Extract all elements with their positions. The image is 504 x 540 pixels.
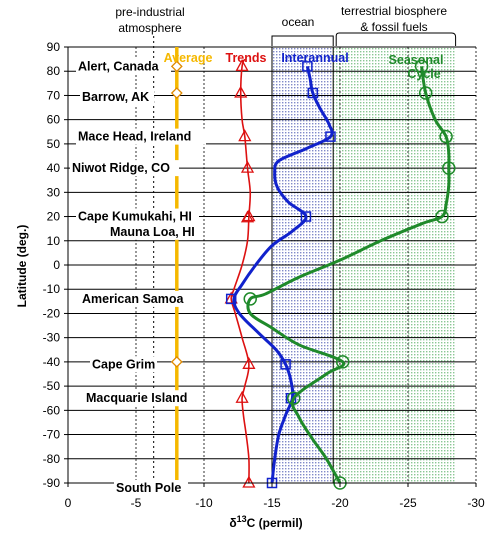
x-tick-label: 0 (65, 496, 72, 510)
trends-point (238, 129, 252, 142)
interannual-point (325, 131, 336, 142)
legend-interannual: Interannual (281, 51, 348, 65)
site-labels: Alert, Canada Barrow, AK Mace Head, Irelan… (70, 58, 206, 496)
legend-average: Average (164, 51, 213, 65)
trends-point (235, 390, 249, 403)
y-tick-label: 60 (47, 113, 61, 127)
site-label: Mauna Loa, HI (110, 225, 195, 239)
x-tick-label: -30 (467, 496, 485, 510)
site-label-bg (108, 223, 203, 240)
preindustrial-header-line2: atmosphere (118, 21, 182, 35)
x-tick-label: -15 (263, 496, 281, 510)
y-tick-label: 70 (47, 88, 61, 102)
header-brackets (271, 32, 457, 46)
seasonal-cycle-point (243, 292, 257, 306)
average-point (170, 87, 183, 99)
average-point (170, 60, 183, 73)
y-tick-label: 40 (47, 161, 61, 175)
y-tick-label: -30 (43, 331, 61, 345)
y-tick-label: 30 (47, 185, 61, 199)
site-label: South Pole (116, 481, 181, 495)
seasonal-cycle-point (435, 209, 449, 224)
site-label: Barrow, AK (82, 90, 149, 104)
terrestrial-header-line1: terrestrial biosphere (341, 4, 447, 18)
y-tick-label: -10 (43, 282, 61, 296)
preindustrial-header-line1: pre-industrial (115, 5, 184, 19)
y-tick-label: -70 (43, 428, 61, 442)
terrestrial-header-line2: & fossil fuels (360, 20, 427, 34)
legend-seasonal-line1: Seasonal (389, 53, 444, 67)
legend-trends: Trends (226, 51, 267, 65)
seasonal-cycle-point (418, 86, 433, 100)
site-label-bg (80, 290, 182, 307)
y-tick-label: -50 (43, 379, 61, 393)
y-tick-labels: 90 80 70 60 50 40 30 20 10 0 -10 -20 -30 -40 -50 -60 -70… (43, 40, 61, 490)
interannual-point (280, 359, 291, 370)
seasonal-cycle-point (414, 59, 429, 74)
site-label: Cape Grim (92, 357, 155, 371)
trends-line (230, 58, 252, 484)
interannual-point (307, 87, 319, 99)
terrestrial-bracket (335, 32, 457, 46)
x-axis-label-prefix: δ (229, 516, 236, 530)
trends-point (242, 356, 256, 369)
site-label: Macquarie Island (86, 391, 187, 405)
y-tick-label: -40 (43, 355, 61, 369)
interannual-point (302, 61, 313, 72)
trends-point (242, 475, 256, 488)
y-tick-label: -90 (43, 476, 61, 490)
y-tick-label: 20 (47, 210, 61, 224)
site-label-bg (70, 160, 179, 177)
site-label-bg (84, 390, 200, 407)
site-label-bg (76, 58, 171, 75)
x-tick-label: -20 (331, 496, 349, 510)
x-tick-label: -5 (131, 496, 142, 510)
y-tick-label: -80 (43, 452, 61, 466)
trends-point (235, 59, 249, 72)
x-axis-label: δ13C (permil) (229, 514, 302, 530)
site-label: Mace Head, Ireland (78, 130, 191, 144)
x-axis-label-sup: 13 (237, 514, 247, 524)
site-label-bg (76, 128, 206, 145)
site-label: Alert, Canada (78, 59, 160, 73)
y-tick-label: 10 (47, 234, 61, 248)
y-tick-label: -20 (43, 306, 61, 320)
interannual-point (225, 293, 237, 305)
seasonal-cycle-point (442, 161, 456, 175)
ocean-bracket (271, 35, 334, 46)
x-tick-label: -25 (399, 496, 417, 510)
legend-seasonal-line2: Cycle (407, 67, 440, 81)
seasonal-cycle-point (439, 129, 453, 144)
y-tick-label: -60 (43, 403, 61, 417)
seasonal-cycle-line (246, 66, 451, 484)
y-tick-label: 90 (47, 40, 61, 54)
seasonal-cycle-point (287, 391, 301, 405)
site-label-bg (76, 208, 199, 225)
y-tick-label: 0 (53, 258, 60, 272)
site-label: American Samoa (82, 292, 184, 306)
trends-point (240, 160, 255, 173)
seasonal-cycle-point (335, 355, 350, 369)
site-label-bg (90, 356, 157, 373)
x-tick-labels: 0 -5 -10 -15 -20 -25 -30 (65, 496, 485, 510)
interannual-point (300, 211, 312, 222)
site-label: Cape Kumukahi, HI (78, 210, 192, 224)
y-axis-label: Latitude (deg.) (15, 225, 29, 308)
site-label-bg (80, 89, 154, 106)
trends-point (240, 210, 255, 223)
x-tick-label: -10 (195, 496, 213, 510)
site-label-bg (114, 480, 188, 496)
y-tick-label: 80 (47, 64, 61, 78)
trends-point (234, 85, 248, 98)
ocean-header: ocean (282, 15, 315, 29)
x-axis-label-suffix: C (permil) (247, 516, 303, 530)
y-tick-label: 50 (47, 137, 61, 151)
site-label: Niwot Ridge, CO (72, 161, 170, 175)
average-point (170, 355, 183, 368)
